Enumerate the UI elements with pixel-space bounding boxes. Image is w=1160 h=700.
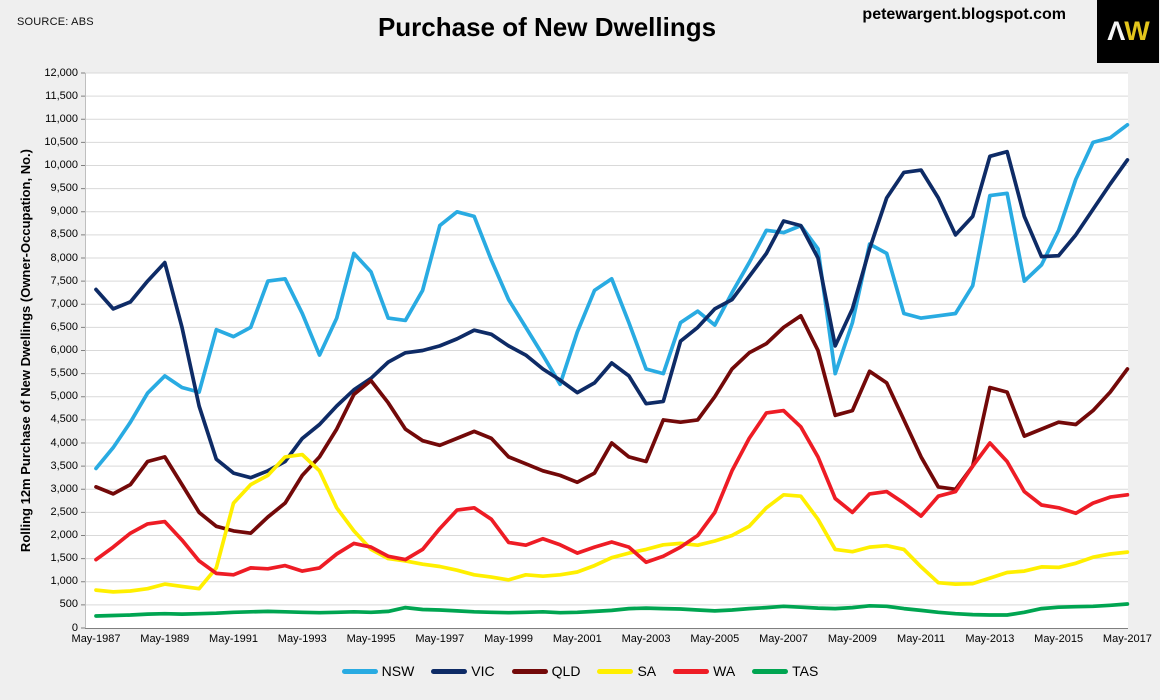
series-line-nsw	[94, 122, 1130, 471]
y-tick-label: 500	[59, 598, 78, 611]
series-line-qld	[94, 313, 1130, 536]
y-tick-label: 12,000	[44, 66, 78, 79]
x-tick-label: May-1987	[71, 633, 121, 645]
y-tick-label: 0	[71, 621, 78, 634]
legend-item-sa: SA	[597, 663, 656, 679]
y-tick-label: 3,500	[50, 459, 78, 472]
legend-label-sa: SA	[637, 663, 657, 679]
legend-label-vic: VIC	[471, 663, 495, 679]
x-tick-label: May-1999	[484, 633, 533, 645]
source-note: SOURCE: ABS	[17, 16, 94, 28]
x-tick-label: May-2011	[897, 633, 946, 645]
logo-letter-lambda: Λ	[1107, 16, 1125, 46]
logo-letter-w: W	[1124, 16, 1150, 46]
x-tick-label: May-2009	[827, 633, 877, 645]
x-tick-label: May-2001	[552, 633, 602, 645]
legend-item-qld: QLD	[511, 663, 581, 679]
y-tick-label: 4,000	[50, 436, 78, 449]
y-tick-label: 9,500	[50, 182, 78, 195]
chart-legend: NSW VIC QLD SA WA TAS	[0, 663, 1160, 679]
series-line-sa	[94, 452, 1130, 594]
y-tick-label: 6,000	[50, 344, 78, 356]
x-tick-label: May-2003	[621, 633, 671, 645]
y-tick-label: 8,500	[50, 228, 78, 241]
y-tick-label: 7,000	[50, 297, 78, 310]
y-tick-label: 10,000	[44, 159, 78, 171]
series-line-vic	[94, 149, 1130, 480]
y-tick-label: 2,000	[50, 529, 78, 541]
legend-label-nsw: NSW	[381, 663, 415, 679]
x-tick-label: May-1997	[415, 633, 465, 645]
x-tick-label: May-1989	[140, 633, 190, 645]
legend-swatch-nsw	[341, 668, 378, 674]
legend-label-qld: QLD	[551, 663, 581, 679]
y-tick-label: 1,000	[50, 575, 78, 588]
legend-item-nsw: NSW	[341, 663, 415, 679]
x-tick-label: May-2007	[759, 633, 809, 645]
y-tick-label: 7,500	[50, 274, 78, 287]
y-tick-label: 8,000	[50, 251, 78, 264]
y-tick-label: 5,000	[50, 390, 78, 403]
x-tick-label: May-2017	[1102, 633, 1152, 645]
y-tick-label: 11,500	[45, 89, 78, 102]
line-chart-svg	[81, 72, 1130, 629]
y-tick-label: 9,000	[50, 205, 78, 218]
legend-swatch-tas	[752, 668, 789, 674]
x-tick-label: May-1993	[277, 633, 327, 645]
series-line-wa	[94, 408, 1130, 577]
y-tick-label: 2,500	[50, 505, 78, 518]
legend-swatch-vic	[431, 668, 468, 674]
y-tick-label: 10,500	[44, 135, 78, 148]
x-tick-label: May-1991	[209, 633, 258, 645]
x-tick-label: May-2015	[1034, 633, 1084, 645]
x-tick-label: May-2013	[965, 633, 1015, 645]
legend-item-wa: WA	[673, 663, 735, 679]
legend-swatch-wa	[673, 668, 710, 674]
y-tick-label: 1,500	[50, 552, 78, 565]
plot-area	[81, 72, 1130, 629]
y-tick-label: 3,000	[50, 482, 78, 495]
legend-item-vic: VIC	[431, 663, 495, 679]
y-tick-label: 4,500	[50, 413, 78, 426]
y-tick-label: 5,500	[50, 367, 78, 380]
legend-swatch-sa	[597, 668, 634, 674]
legend-swatch-qld	[511, 668, 548, 674]
legend-item-tas: TAS	[752, 663, 818, 679]
x-tick-label: May-2005	[690, 633, 740, 645]
y-tick-label: 6,500	[50, 320, 78, 333]
site-url: petewargent.blogspot.com	[862, 6, 1066, 23]
series-line-tas	[94, 602, 1130, 618]
x-tick-label: May-1995	[346, 633, 396, 645]
legend-label-tas: TAS	[792, 663, 819, 679]
chart-title: Purchase of New Dwellings	[377, 12, 717, 42]
brand-logo: Λ W	[1097, 0, 1159, 63]
y-tick-label: 11,000	[45, 112, 78, 125]
legend-label-wa: WA	[713, 663, 736, 679]
